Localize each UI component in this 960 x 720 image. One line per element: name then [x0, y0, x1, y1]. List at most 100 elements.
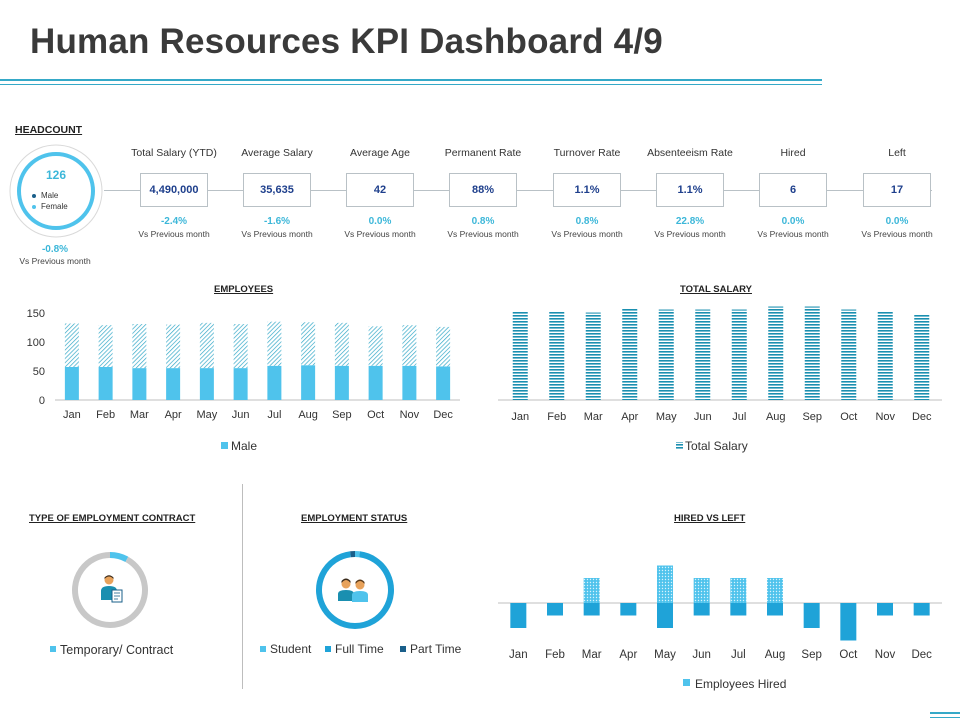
kpi-delta-2: 0.0% [368, 216, 392, 227]
contract-legend-swatch [50, 646, 56, 652]
kpi-delta-6: 0.0% [781, 216, 805, 227]
status-legend-label: Student [270, 642, 312, 656]
status-chart-title: EMPLOYMENT STATUS [301, 513, 408, 524]
kpi-connector [104, 190, 932, 191]
hired-left-xtick: Aug [765, 649, 785, 661]
contract-chart-title: TYPE OF EMPLOYMENT CONTRACT [29, 513, 196, 524]
legend-male-label: Male [41, 191, 59, 200]
hired-left-xtick: Sep [801, 649, 821, 661]
hired-left-xtick: Mar [582, 649, 602, 661]
total-salary-chart-title: TOTAL SALARY [680, 284, 752, 295]
employees-bar-other [233, 324, 248, 369]
employees-bar-other [436, 326, 451, 367]
employees-xtick: Apr [165, 409, 182, 421]
employees-bar-male [436, 366, 451, 400]
legend-male: Male [32, 190, 68, 201]
employees-bar-male [64, 366, 79, 400]
employees-legend-label: Male [231, 439, 257, 453]
contract-chart: Temporary/ Contract [50, 552, 174, 657]
hired-left-chart: Jan Feb Mar Apr May Jun Jul Aug Sep Oct Nov Dec Empl… [498, 565, 942, 691]
employees-bar-male [402, 365, 417, 400]
kpi-vs-5: Vs Previous month [654, 229, 726, 239]
hired-bar [767, 578, 783, 603]
kpi-value-box-5: 1.1% [656, 173, 724, 207]
kpi-label-3: Permanent Rate [444, 147, 522, 159]
kpi-label-6: Hired [780, 147, 806, 159]
employees-bar-other [64, 323, 79, 367]
salary-xtick: Oct [840, 411, 857, 423]
hired-left-xtick: Dec [911, 649, 932, 661]
contract-legend-label: Temporary/ Contract [60, 643, 174, 657]
kpi-vs-0: Vs Previous month [138, 229, 210, 239]
title-rule-thin [0, 84, 822, 85]
employees-xtick: Feb [96, 409, 115, 421]
employees-xtick: Jul [267, 409, 281, 421]
legend-female-label: Female [41, 202, 68, 211]
hired-left-xtick: Jul [731, 649, 746, 661]
salary-xtick: May [656, 411, 677, 423]
hired-left-chart-title: HIRED VS LEFT [674, 513, 746, 524]
kpi-delta-5: 22.8% [675, 216, 705, 227]
kpi-vs-1: Vs Previous month [241, 229, 313, 239]
kpi-label-2: Average Age [350, 147, 410, 159]
employees-xtick: Aug [298, 409, 318, 421]
employees-ytick: 100 [27, 337, 45, 349]
salary-xtick: Mar [584, 411, 603, 423]
employees-ytick: 0 [39, 395, 45, 407]
kpi-value-box-7: 17 [863, 173, 931, 207]
employees-chart: 0 50 100 150 Jan Feb Mar Apr May Jun Jul Aug Sep Oct N… [27, 308, 460, 453]
employees-bar-male [334, 365, 349, 400]
contract-slice [72, 552, 148, 628]
headcount-legend: Male Female [32, 190, 68, 212]
kpi-delta-4: 0.8% [575, 216, 599, 227]
hired-left-xtick: Apr [619, 649, 637, 661]
team-icon [336, 575, 372, 603]
kpi-delta-3: 0.8% [471, 216, 495, 227]
kpi-delta-0: -2.4% [160, 216, 188, 227]
salary-bar [585, 312, 601, 400]
salary-bar [658, 309, 674, 400]
salary-xtick: Jul [732, 411, 746, 423]
salary-xtick: Nov [875, 411, 895, 423]
employees-ytick: 150 [27, 308, 45, 320]
employees-bar-male [199, 368, 214, 400]
employees-legend-swatch [221, 442, 228, 449]
salary-bar [841, 309, 857, 400]
left-bar [877, 603, 893, 616]
title-rule [0, 79, 822, 81]
salary-bar [512, 311, 528, 400]
status-legend-swatch [325, 646, 331, 652]
salary-legend-label: Total Salary [685, 439, 748, 453]
kpi-label-1: Average Salary [241, 147, 313, 159]
headcount-donut [9, 144, 103, 238]
kpi-delta-7: 0.0% [885, 216, 909, 227]
salary-xtick: Dec [912, 411, 932, 423]
left-bar [840, 603, 857, 641]
salary-bar [804, 306, 820, 400]
legend-male-dot [32, 193, 36, 198]
employees-xtick: Jan [63, 409, 81, 421]
left-bar [767, 603, 783, 616]
employees-bar-other [368, 326, 383, 366]
employees-bar-other [301, 322, 316, 366]
employees-bar-other [267, 321, 282, 366]
employees-bar-other [166, 324, 181, 369]
hired-legend-swatch [683, 679, 690, 686]
employees-xtick: Nov [400, 409, 420, 421]
salary-bar [768, 306, 784, 400]
hired-left-xtick: Oct [839, 649, 858, 661]
salary-xtick: Jun [694, 411, 712, 423]
left-bar [913, 603, 930, 616]
kpi-value-box-6: 6 [759, 173, 827, 207]
status-legend-label: Part Time [410, 642, 462, 656]
kpi-vs-6: Vs Previous month [757, 229, 829, 239]
salary-bar [695, 309, 711, 400]
hired-left-xtick: Feb [545, 649, 565, 661]
employees-bar-male [267, 365, 282, 400]
hired-bar [583, 578, 600, 603]
employees-bar-other [199, 322, 214, 369]
total-salary-chart: Jan Feb Mar Apr May Jun Jul Aug Sep Oct Nov Dec Tota… [498, 306, 942, 453]
headcount-delta: -0.8% [41, 244, 69, 255]
footer-rule-thin [930, 717, 960, 718]
left-bar [730, 603, 747, 616]
